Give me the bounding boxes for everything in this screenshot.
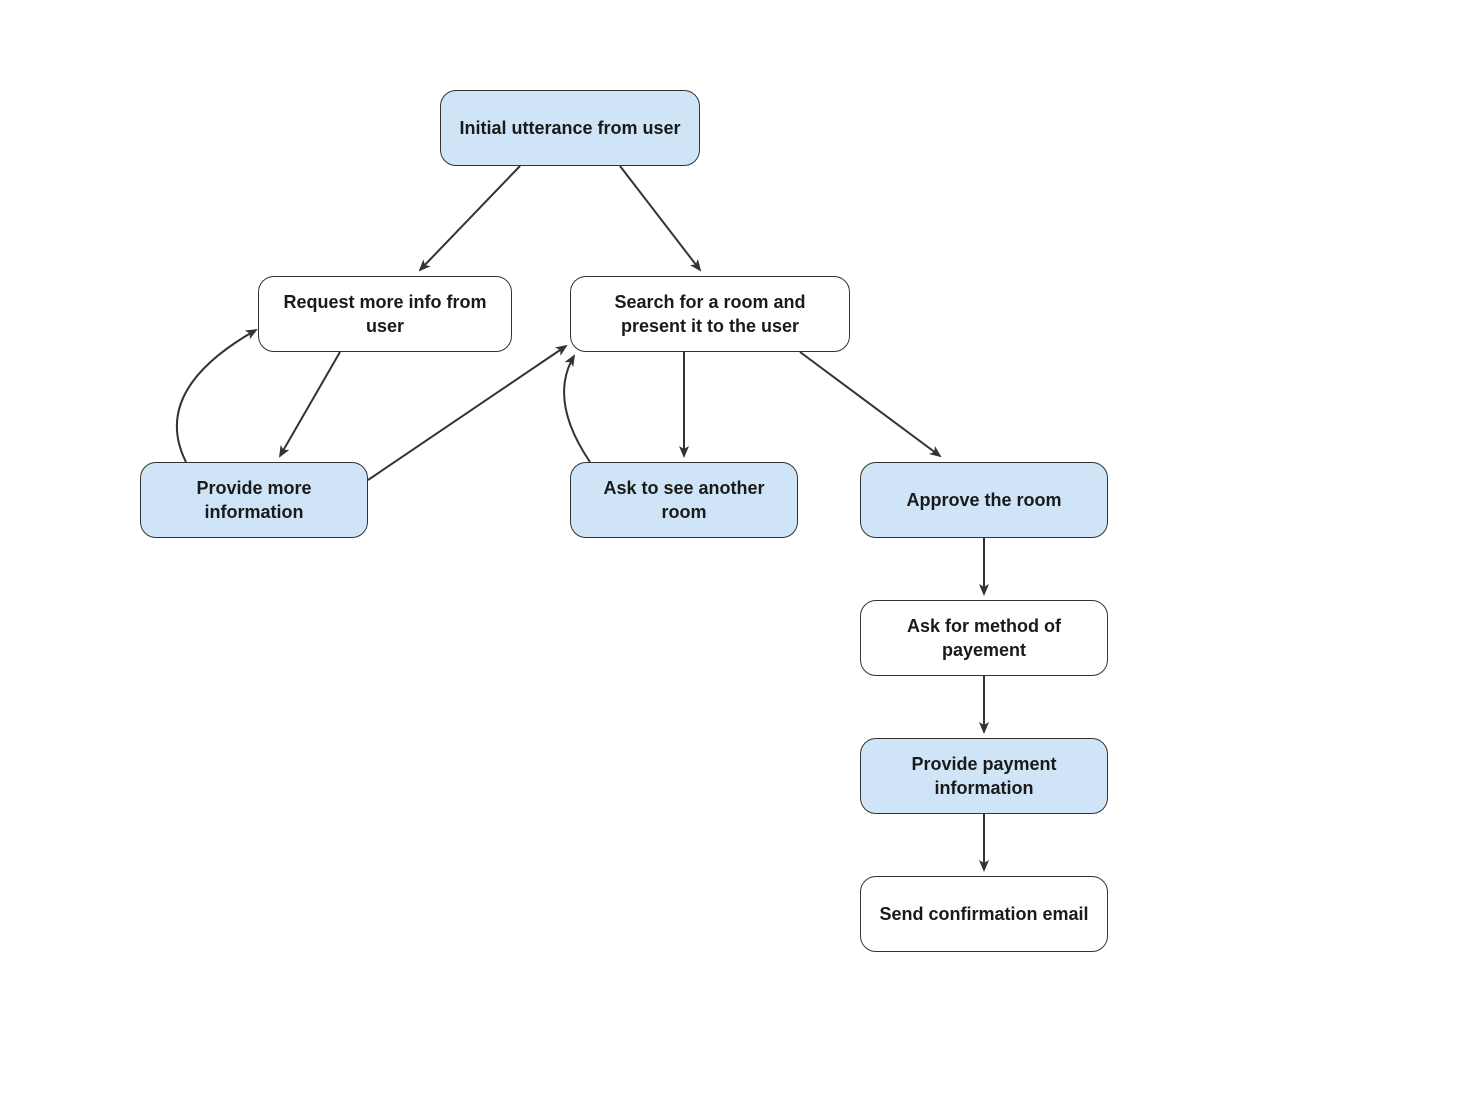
node-search_room: Search for a room and present it to the … bbox=[570, 276, 850, 352]
node-label: Approve the room bbox=[906, 488, 1061, 512]
node-label: Initial utterance from user bbox=[459, 116, 680, 140]
node-send_email: Send confirmation email bbox=[860, 876, 1108, 952]
edge-request_info-to-provide_info bbox=[280, 352, 340, 456]
node-label: Ask for method of payement bbox=[879, 614, 1089, 663]
edge-provide_info-to-request_info bbox=[177, 330, 256, 462]
node-provide_pay: Provide payment information bbox=[860, 738, 1108, 814]
edge-ask_another-to-search_room bbox=[564, 356, 590, 462]
edge-search_room-to-approve bbox=[800, 352, 940, 456]
node-request_info: Request more info from user bbox=[258, 276, 512, 352]
node-initial: Initial utterance from user bbox=[440, 90, 700, 166]
node-ask_another: Ask to see another room bbox=[570, 462, 798, 538]
node-label: Search for a room and present it to the … bbox=[589, 290, 831, 339]
node-ask_payment: Ask for method of payement bbox=[860, 600, 1108, 676]
flowchart-edges bbox=[0, 0, 1460, 1100]
edge-provide_info-to-search_room bbox=[368, 346, 566, 480]
node-label: Request more info from user bbox=[277, 290, 493, 339]
node-label: Provide payment information bbox=[879, 752, 1089, 801]
edge-initial-to-request_info bbox=[420, 166, 520, 270]
node-provide_info: Provide more information bbox=[140, 462, 368, 538]
edge-initial-to-search_room bbox=[620, 166, 700, 270]
node-label: Provide more information bbox=[159, 476, 349, 525]
node-label: Ask to see another room bbox=[589, 476, 779, 525]
node-approve: Approve the room bbox=[860, 462, 1108, 538]
node-label: Send confirmation email bbox=[879, 902, 1088, 926]
